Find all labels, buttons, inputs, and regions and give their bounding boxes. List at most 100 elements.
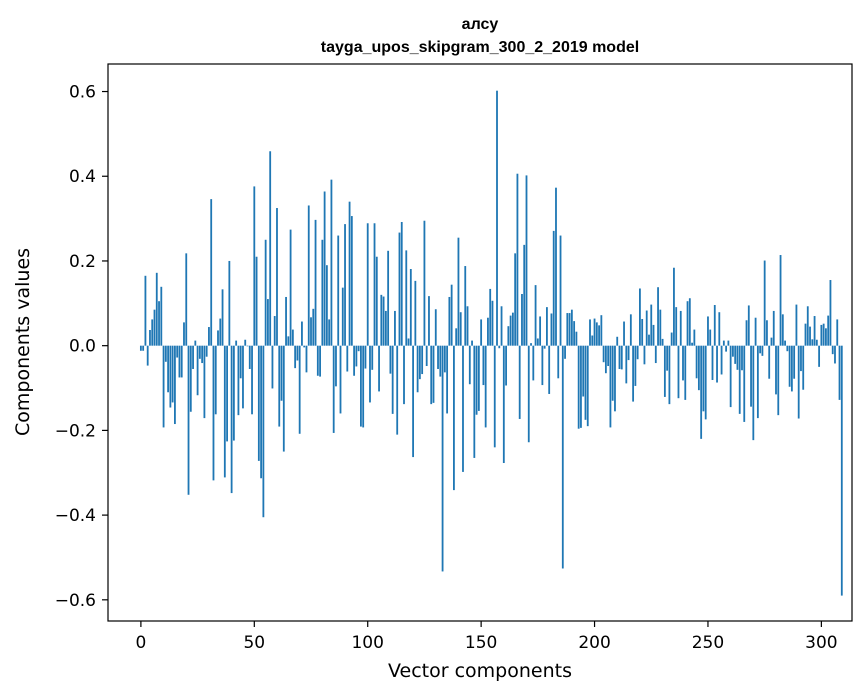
bar	[146, 345, 149, 366]
bar	[713, 305, 716, 346]
bar	[532, 345, 535, 381]
bar	[577, 345, 580, 429]
bar	[232, 345, 235, 441]
bar	[371, 345, 374, 370]
bar	[521, 294, 523, 346]
bar	[629, 314, 632, 346]
bar	[305, 345, 308, 373]
bar	[575, 331, 578, 346]
bar	[795, 304, 798, 346]
bar	[364, 345, 367, 369]
bar	[162, 345, 165, 428]
bar	[248, 345, 251, 369]
bar	[310, 317, 312, 346]
bar	[389, 345, 392, 374]
bar	[543, 345, 546, 349]
plot-frame	[107, 63, 853, 622]
bar	[403, 345, 405, 405]
bar	[155, 272, 158, 346]
y-tick-label: −0.4	[55, 506, 96, 526]
bar	[518, 345, 521, 419]
bar	[246, 345, 249, 347]
bar	[584, 345, 587, 420]
bar	[645, 310, 648, 346]
bar	[187, 345, 190, 495]
bar	[827, 315, 830, 346]
bar	[634, 345, 637, 386]
bar	[829, 280, 832, 346]
bar	[820, 324, 823, 346]
bar	[725, 345, 728, 352]
bar	[153, 309, 156, 346]
bar	[473, 345, 476, 458]
bar	[659, 309, 662, 346]
bar	[407, 338, 410, 346]
bar	[178, 345, 181, 378]
bar	[806, 306, 809, 346]
bar	[437, 345, 439, 369]
bar	[548, 345, 551, 394]
bar	[727, 340, 730, 346]
bar	[668, 345, 671, 405]
bar	[661, 338, 664, 346]
bar	[654, 345, 657, 364]
bar	[448, 296, 451, 346]
bar	[604, 345, 607, 374]
bar	[639, 288, 641, 346]
x-tick-label: 100	[351, 633, 383, 653]
bar	[257, 345, 260, 461]
bar	[194, 340, 197, 346]
bar	[752, 345, 755, 441]
bar	[818, 345, 821, 367]
bar	[511, 312, 514, 346]
bar	[750, 345, 752, 407]
bar	[552, 230, 555, 346]
bar	[350, 216, 353, 346]
bar	[482, 345, 485, 386]
bar	[720, 345, 723, 375]
bar	[346, 345, 349, 372]
bar	[271, 345, 274, 389]
bar	[514, 253, 517, 346]
bar	[693, 329, 696, 346]
bar	[595, 322, 598, 346]
bar	[443, 345, 446, 373]
bar	[208, 327, 210, 346]
bar	[779, 255, 782, 346]
bar	[620, 345, 623, 370]
y-tick-label: 0.0	[69, 337, 96, 357]
bar	[711, 345, 714, 380]
y-axis: −0.6 −0.4 −0.2 0.0 0.2 0.4 0.6	[55, 83, 108, 611]
bar	[278, 345, 281, 427]
bar	[527, 345, 530, 443]
bar	[652, 324, 655, 346]
bar	[434, 309, 437, 346]
bar	[716, 345, 718, 383]
bar	[217, 330, 219, 346]
bar	[586, 345, 589, 427]
x-tick-label: 250	[692, 633, 724, 653]
bar	[491, 300, 494, 346]
bar	[530, 343, 532, 346]
bar	[164, 345, 167, 362]
bar	[802, 345, 805, 390]
bar	[815, 339, 818, 346]
bar	[788, 345, 791, 387]
bar	[441, 345, 444, 572]
bar	[840, 345, 843, 596]
bar	[298, 345, 301, 434]
bar	[766, 320, 768, 346]
bar	[189, 345, 192, 412]
bar	[632, 345, 635, 402]
bar	[339, 345, 342, 414]
bar	[362, 345, 365, 428]
bar	[176, 345, 179, 358]
bar	[223, 345, 226, 478]
bar	[677, 345, 680, 399]
bar	[471, 340, 473, 346]
bar	[570, 309, 573, 346]
bar	[428, 296, 430, 346]
bar	[344, 224, 346, 346]
bar	[264, 239, 267, 346]
